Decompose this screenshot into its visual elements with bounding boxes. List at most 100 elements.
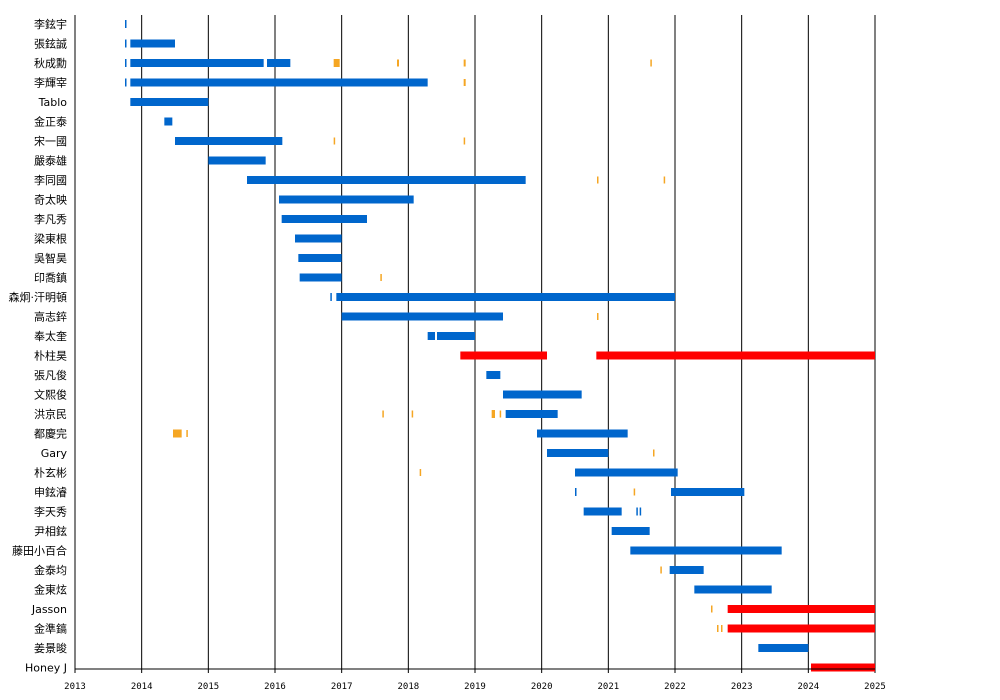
- row-label: 金正泰: [34, 115, 67, 129]
- timeline-bar: [411, 410, 414, 418]
- x-tick-label: 2020: [531, 682, 553, 692]
- x-tick-label: 2015: [197, 682, 219, 692]
- x-tick-label: 2024: [797, 682, 819, 692]
- timeline-bar: [330, 293, 332, 301]
- row-label: 秋成勳: [34, 56, 67, 70]
- row-label: 奉太奎: [34, 329, 67, 343]
- timeline-bar: [486, 371, 501, 379]
- row-label: 奇太映: [34, 194, 67, 207]
- timeline-bar: [130, 78, 428, 87]
- row-label: Gary: [41, 447, 68, 460]
- timeline-bar: [281, 215, 367, 223]
- row-label: 文熙俊: [34, 388, 67, 402]
- timeline-bar: [669, 566, 704, 574]
- timeline-bar: [717, 625, 719, 632]
- row-label: Jasson: [31, 603, 67, 616]
- timeline-bars: [125, 20, 875, 672]
- timeline-bar: [663, 176, 666, 184]
- timeline-bar: [811, 663, 875, 672]
- timeline-bar: [125, 59, 127, 67]
- x-axis: 2013 2014 2015 2016 2017 2018 2019 2020 2021 2022…: [64, 668, 886, 692]
- timeline-bar: [694, 585, 772, 594]
- timeline-bar: [671, 488, 745, 496]
- row-label: 洪京民: [34, 407, 67, 421]
- timeline-bar: [186, 430, 188, 437]
- timeline-bar: [397, 59, 399, 67]
- timeline-bar: [463, 79, 466, 86]
- timeline-bar: [575, 488, 577, 496]
- timeline-bar: [583, 507, 622, 516]
- x-tick-label: 2022: [664, 682, 686, 692]
- timeline-bar: [633, 488, 636, 496]
- row-label: 金準鎬: [34, 622, 67, 636]
- row-label: Honey J: [25, 662, 67, 675]
- row-label: 李輝宰: [34, 76, 67, 90]
- x-tick-label: 2017: [331, 682, 353, 692]
- timeline-bar: [125, 78, 127, 87]
- timeline-bar: [611, 527, 650, 535]
- x-tick-label: 2021: [597, 682, 619, 692]
- timeline-bar: [491, 410, 495, 418]
- row-label: 尹相鉉: [34, 524, 67, 538]
- timeline-bar: [382, 410, 384, 418]
- row-label: 都慶完: [34, 427, 67, 441]
- timeline-bar: [537, 429, 628, 438]
- row-label: 金泰均: [34, 563, 67, 577]
- row-label: 嚴泰雄: [34, 154, 67, 168]
- timeline-bar: [208, 156, 266, 165]
- x-tick-label: 2025: [864, 682, 886, 692]
- timeline-bar: [597, 176, 599, 184]
- timeline-bar: [125, 20, 127, 28]
- timeline-bar: [267, 59, 291, 67]
- timeline-bar: [547, 449, 609, 457]
- timeline-bar: [299, 273, 342, 282]
- timeline-bar: [650, 59, 652, 67]
- timeline-bar: [173, 429, 182, 438]
- timeline-bar: [660, 566, 662, 574]
- x-tick-label: 2018: [397, 682, 419, 692]
- timeline-bar: [130, 59, 264, 67]
- timeline-bar: [164, 117, 173, 126]
- timeline-bar: [333, 59, 340, 67]
- timeline-bar: [505, 410, 558, 418]
- timeline-bar: [636, 507, 638, 516]
- row-label: 宋一國: [34, 134, 67, 148]
- timeline-bar: [336, 293, 675, 301]
- timeline-bar: [175, 137, 283, 145]
- gridlines: [74, 15, 876, 673]
- timeline-bar: [333, 137, 336, 145]
- timeline-bar: [499, 410, 502, 418]
- row-label: 金東炫: [34, 583, 67, 597]
- row-label: 姜景晙: [34, 641, 67, 655]
- row-label: Tablo: [38, 96, 68, 109]
- timeline-bar: [463, 137, 466, 145]
- timeline-bar: [630, 546, 782, 555]
- timeline-bar: [130, 39, 175, 48]
- x-tick-label: 2013: [64, 682, 86, 692]
- timeline-bar: [460, 351, 547, 360]
- timeline-bar: [463, 59, 466, 67]
- row-label: 藤田小百合: [12, 544, 67, 558]
- row-label: 李凡秀: [34, 212, 67, 226]
- row-label: 梁東根: [34, 232, 67, 246]
- timeline-bar: [721, 625, 723, 632]
- timeline-bar: [437, 332, 475, 340]
- row-label: 朴柱昊: [34, 349, 67, 363]
- row-label: 吳智昊: [34, 251, 67, 265]
- timeline-bar: [727, 624, 875, 633]
- timeline-bar: [341, 312, 503, 321]
- timeline-bar: [758, 644, 809, 652]
- timeline-bar: [419, 469, 422, 476]
- x-tick-label: 2023: [731, 682, 753, 692]
- row-label: 朴玄彬: [34, 466, 67, 480]
- timeline-bar: [503, 390, 582, 399]
- timeline-bar: [596, 351, 875, 360]
- timeline-bar: [575, 468, 678, 477]
- timeline-bar: [279, 195, 414, 204]
- timeline-bar: [427, 332, 435, 340]
- row-label: 高志錊: [34, 310, 67, 324]
- timeline-bar: [727, 605, 875, 613]
- timeline-bar: [295, 234, 342, 243]
